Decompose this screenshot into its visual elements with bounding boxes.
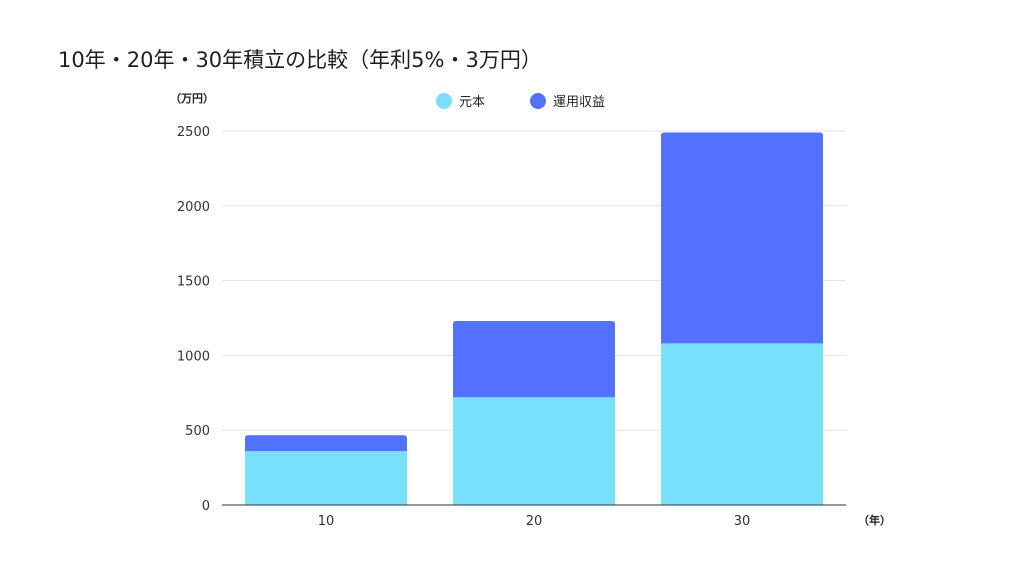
- y-tick-label-1000: 1000: [177, 349, 210, 364]
- bar-30-series-0: [661, 343, 823, 505]
- x-tick-label-20: 20: [526, 514, 543, 529]
- y-tick-label-0: 0: [202, 499, 210, 514]
- y-axis-unit-label: （万円）: [170, 92, 214, 105]
- y-tick-label-1500: 1500: [177, 275, 210, 290]
- axes: 0 500 1000 1500 2000 2500 10 20 30: [177, 125, 846, 529]
- bar-20-series-1: [453, 320, 615, 398]
- legend-marker-0: [436, 93, 452, 109]
- legend-label-1: 運用収益: [553, 95, 605, 110]
- bar-10-series-1: [245, 435, 407, 452]
- y-tick-label-2000: 2000: [177, 200, 210, 215]
- legend-label-0: 元本: [459, 95, 485, 110]
- bar-10-series-0: [245, 451, 407, 505]
- bar-30-series-1: [661, 132, 823, 344]
- bar-20-series-0: [453, 397, 615, 505]
- y-tick-label-2500: 2500: [177, 125, 210, 140]
- x-tick-label-10: 10: [318, 514, 335, 529]
- y-tick-label-500: 500: [185, 424, 210, 439]
- legend: 元本 運用収益: [436, 93, 605, 110]
- chart-title: 10年・20年・30年積立の比較（年利5%・3万円）: [58, 48, 542, 72]
- x-tick-label-30: 30: [734, 514, 751, 529]
- bars: [245, 132, 823, 505]
- x-axis-unit-label: （年）: [858, 513, 891, 527]
- legend-marker-1: [530, 93, 546, 109]
